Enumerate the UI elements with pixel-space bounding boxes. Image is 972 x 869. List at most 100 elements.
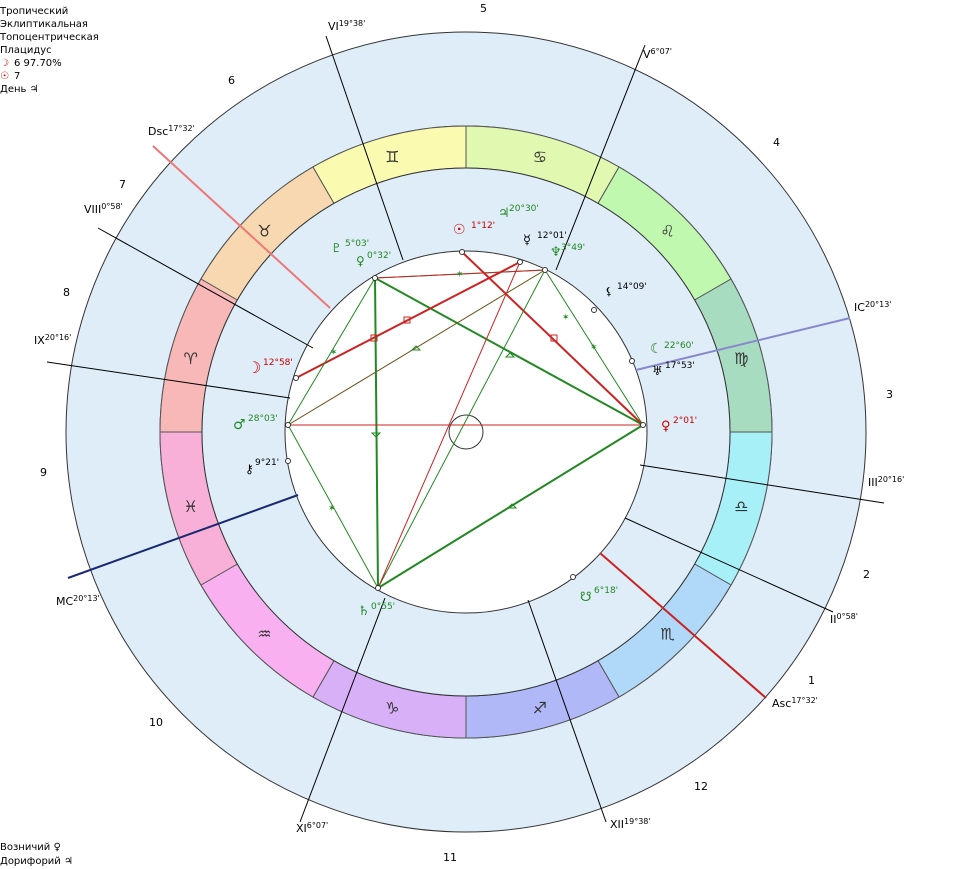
saturn-position: ♄ 0°55' [358,602,395,619]
leo-icon: ♌ [660,221,674,240]
dsc-axis [152,145,331,309]
planet-point [591,307,597,313]
trine-marker [504,352,516,358]
moon-icon: ☾ [650,341,663,357]
jupiter-degree: 20°30' [509,204,539,214]
node-position: ☋ 6°18' [580,586,618,605]
taurus-icon: ♉ [257,221,271,240]
square-marker [550,334,558,342]
sextile-marker: ✶ [456,270,464,280]
house-number: 4 [773,136,780,149]
saturn-icon: ♄ [358,604,370,619]
upper-moon-position: ☾ 22°60' [650,341,694,357]
moon-icon: ☽ [247,358,261,377]
libra-icon: ♎ [734,497,748,516]
house-number: 12 [694,780,708,793]
house-number: 7 [119,178,126,191]
house-cusp-lines [46,35,885,823]
neptune-icon: ♆ [550,245,562,260]
sagittarius-icon: ♐ [533,698,547,717]
mercury-degree: 12°01' [537,231,567,241]
pluto-position: ♇ 5°03' [331,239,369,255]
house-number: 11 [443,851,457,864]
cusp-vi-line [325,35,404,261]
house-number: 1 [808,674,815,687]
aspect-sextile-4 [544,269,644,426]
aspect-square-2 [295,261,521,379]
planet-point [285,422,291,428]
node-icon: ☋ [580,590,592,605]
house-numbers: 1 2 3 4 5 6 7 8 9 10 11 12 [40,2,893,864]
house-number: 6 [228,74,235,87]
planet-point [459,249,465,255]
sextile-marker: ✶ [590,343,598,353]
coordinate-system: Эклиптикальная [0,19,88,30]
house-number: 2 [863,568,870,581]
sun-degree: 1°12' [471,221,495,231]
chiron-icon: ⚷ [245,462,254,476]
cusp-label-ix: IX20°16' [34,333,71,347]
lilith-position: ⚸ 14°09' [605,282,647,298]
planet-point [542,267,548,273]
house-number: 10 [149,716,163,729]
cusp-label-xii: XII19°38' [610,817,651,831]
aspect-minor-2 [374,269,546,279]
square-marker [370,334,378,342]
center-type: Топоцентрическая [0,32,99,43]
cusp-label-vi: VI19°38' [328,19,365,33]
venus-r-degree: 2°01' [673,416,697,426]
house-number: 5 [480,2,487,15]
uranus-position: ♅ 17°53' [652,361,695,378]
moon-phase-line: ☽ 6 97.70% [0,57,99,70]
cusp-label-xi: XI6°07' [296,821,328,835]
aspect-sextile-2 [287,424,379,589]
house-number: 3 [886,388,893,401]
venus-position: ♀ 0°32' [356,251,391,268]
mc-label: MC20°13' [56,594,100,608]
mars-icon: ♂ [233,417,246,433]
planet-point [293,375,299,381]
venus-icon: ♀ [53,842,61,853]
mc-axis [67,494,299,579]
gemini-icon: ♊ [385,148,399,167]
mars-degree: 28°03' [248,414,278,424]
zodiac-type: Тропический [0,6,69,17]
square-marker [403,316,411,324]
mercury-position: ☿ 12°01' [523,231,567,248]
cusp-viii-line [97,227,314,349]
day-label: День [0,84,27,95]
aspect-minor-3 [287,269,546,426]
aspect-trine-1 [374,277,644,426]
sun-position: ☉ 1°12' [453,221,495,238]
cusp-iii-line [639,464,885,504]
neptune-degree: 3°49' [561,243,585,253]
cusp-labels: II0°58' III20°16' V6°07' VI19°38' VIII0°… [34,19,904,835]
mercury-icon: ☿ [523,233,531,248]
footer-label-1: Возничий [0,842,51,853]
sun-value: 7 [14,71,21,82]
aspect-trine-3 [377,424,644,589]
neptune-position: ♆ 3°49' [550,243,585,260]
footer-line-1: Возничий ♀ [0,842,61,853]
footer-line-2: Дорифорий ♃ [0,856,73,867]
sun-line: ☉ 7 [0,70,99,83]
venus-degree: 0°32' [367,251,391,261]
jupiter-icon: ♃ [498,206,510,221]
pisces-icon: ♓ [184,497,198,516]
ic-axis [635,317,851,371]
cusp-ix-line [46,361,291,399]
uranus-icon: ♅ [652,364,663,378]
jupiter-position: ♃ 20°30' [498,204,539,221]
sextile-marker: ✶ [330,348,338,358]
planet-point [375,585,381,591]
cusp-label-v: V6°07' [643,47,672,61]
cusp-ii-line [624,517,834,613]
aspect-minor-1 [377,261,521,589]
venus-r-position: ♀ 2°01' [661,416,697,434]
chiron-position: ⚷ 9°21' [245,458,279,476]
day-ruler-line: День ♃ [0,83,99,96]
center-circle [448,414,484,450]
moon-degree: 12°58' [263,358,293,368]
upper-moon-degree: 22°60' [664,341,694,351]
lilith-icon: ⚸ [605,285,613,298]
